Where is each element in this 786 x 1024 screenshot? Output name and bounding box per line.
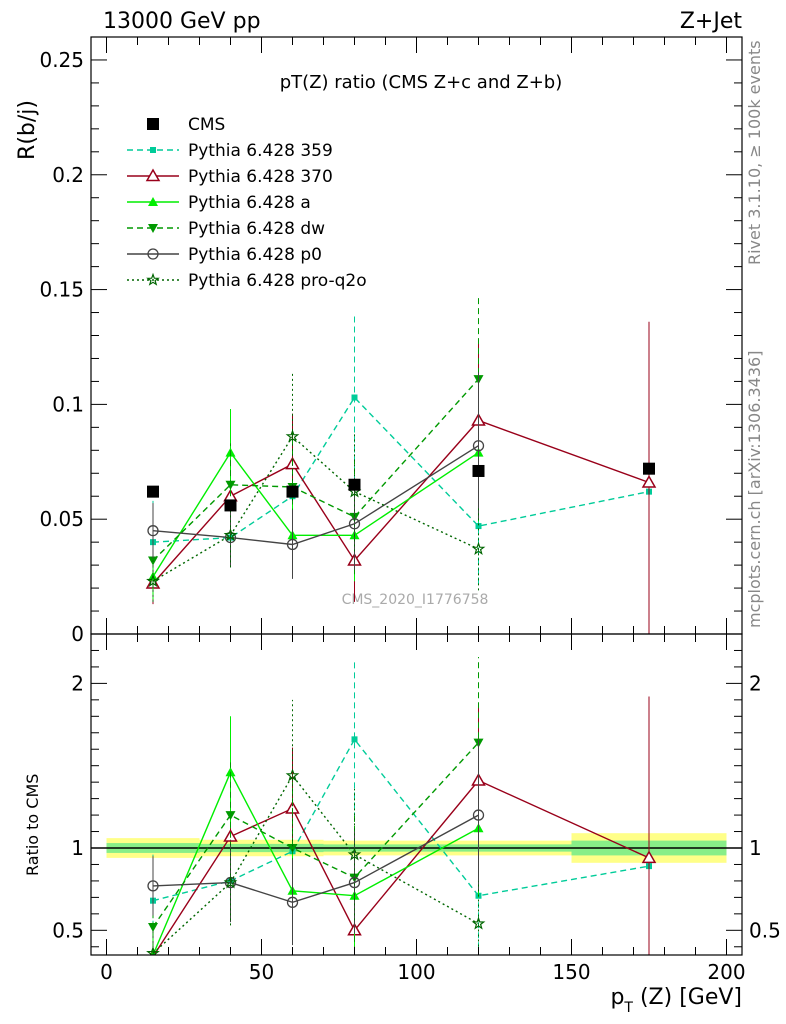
x-axis-label-rest: (Z) [GeV]	[633, 985, 742, 1010]
ratio-data-point	[348, 876, 361, 889]
legend-label: Pythia 6.428 370	[188, 167, 333, 187]
data-point	[286, 538, 299, 551]
ratio-data-point	[287, 844, 298, 853]
series-line	[152, 396, 650, 543]
ratio-series-line	[152, 774, 479, 954]
series-line	[152, 445, 479, 546]
x-tick-label: 50	[249, 960, 274, 984]
ratio-y-tick-label-right: 1	[749, 836, 762, 860]
ratio-data-point	[285, 768, 300, 782]
cms-data-point	[286, 485, 299, 498]
series-line	[152, 435, 479, 582]
header-process-label: Z+Jet	[680, 9, 743, 34]
x-axis-label-sub: T	[623, 1000, 633, 1016]
ratio-y-axis-label: Ratio to CMS	[23, 774, 42, 876]
ratio-series-line	[152, 814, 479, 904]
ratio-y-tick-label: 0.5	[52, 918, 84, 942]
main-y-tick-label: 0.05	[39, 507, 84, 531]
ratio-panel: 0.5 0.5 1 1 2 2 0 50 100 150 200	[52, 633, 781, 984]
ratio-series-line	[153, 779, 650, 955]
legend-label: Pythia 6.428 pro-q2o	[188, 271, 367, 291]
ratio-series-line	[152, 742, 480, 928]
data-point	[472, 440, 485, 452]
legend: CMS Pythia 6.428 359 Pythia 6.428 370 Pythi…	[127, 115, 367, 291]
ratio-data-point	[147, 880, 159, 892]
legend-marker	[146, 272, 160, 286]
ratio-data-point	[286, 896, 299, 908]
legend-label: Pythia 6.428 dw	[188, 219, 325, 239]
data-point	[641, 474, 657, 488]
main-y-tick-label: 0.15	[39, 278, 84, 302]
ratio-data-point	[146, 946, 160, 955]
legend-marker	[148, 197, 158, 206]
data-point	[225, 480, 236, 490]
data-point	[146, 573, 160, 588]
legend-label: Pythia 6.428 a	[188, 193, 311, 213]
main-panel: 0 0.05 0.1 0.15 0.2 0.25	[39, 36, 743, 646]
data-point	[475, 523, 482, 530]
ratio-data-point	[471, 916, 486, 930]
main-data	[145, 294, 657, 634]
ratio-data	[91, 657, 742, 955]
ratio-data-point	[347, 847, 362, 861]
legend-marker	[147, 118, 159, 130]
cms-data-point	[348, 478, 361, 491]
main-y-tick-label: 0	[71, 622, 84, 646]
x-tick-label: 0	[100, 960, 113, 984]
main-y-tick-label: 0.2	[52, 163, 84, 187]
legend-label: Pythia 6.428 p0	[188, 245, 322, 265]
data-point	[224, 531, 237, 544]
ratio-y-tick-label-right: 0.5	[749, 918, 781, 942]
x-tick-label: 150	[552, 960, 590, 984]
x-tick-label: 200	[707, 960, 745, 984]
main-y-tick-label: 0.25	[39, 48, 84, 72]
ratio-data-point	[472, 809, 485, 821]
plot-title: pT(Z) ratio (CMS Z+c and Z+b)	[280, 72, 563, 93]
ratio-series-line	[152, 770, 479, 955]
series-line	[152, 419, 650, 584]
analysis-watermark: CMS_2020_I1776758	[342, 592, 489, 608]
main-y-tick-label: 0.1	[52, 392, 84, 416]
ratio-data-point	[641, 850, 657, 864]
legend-marker	[148, 224, 158, 233]
x-axis-label-p: p	[610, 985, 624, 1010]
ratio-data-point	[148, 923, 158, 933]
x-axis-label: pT (Z) [GeV]	[610, 985, 742, 1016]
legend-label: CMS	[188, 115, 225, 135]
rivet-version-label: Rivet 3.1.10, ≥ 100k events	[745, 40, 764, 265]
ratio-frame	[90, 633, 743, 956]
data-point	[147, 525, 159, 537]
data-point	[348, 518, 361, 530]
ratio-data-point	[225, 811, 236, 821]
ratio-y-tick-label: 1	[71, 836, 84, 860]
cms-data-point	[147, 485, 159, 498]
series-line	[152, 451, 479, 577]
ratio-y-tick-label-right: 2	[749, 671, 762, 695]
mcplots-label: mcplots.cern.ch [arXiv:1306.3436]	[745, 351, 764, 628]
header-energy-label: 13000 GeV pp	[103, 9, 261, 34]
ratio-y-tick-label: 2	[71, 671, 84, 695]
data-point	[285, 429, 300, 443]
cms-data-point	[643, 462, 655, 475]
legend-marker	[150, 147, 156, 153]
ratio-series-line	[152, 738, 650, 902]
series-line	[152, 378, 480, 562]
cms-data-point	[224, 499, 237, 512]
ratio-data-point	[223, 875, 238, 889]
x-tick-label: 100	[397, 960, 435, 984]
data-point	[471, 541, 486, 555]
legend-label: Pythia 6.428 359	[188, 141, 333, 161]
main-y-axis-label: R(b/j)	[15, 100, 40, 160]
legend-marker	[145, 168, 161, 182]
data-point	[223, 528, 238, 542]
data-point	[351, 394, 358, 401]
cms-data-point	[472, 464, 485, 477]
ratio-data-point	[351, 736, 358, 743]
legend-marker	[147, 248, 159, 260]
